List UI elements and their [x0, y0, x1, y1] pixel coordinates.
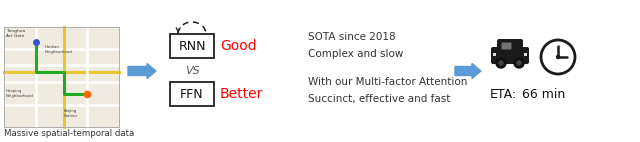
FancyArrow shape: [455, 63, 481, 79]
FancyBboxPatch shape: [502, 42, 511, 50]
Circle shape: [543, 41, 573, 73]
Circle shape: [514, 58, 524, 68]
Bar: [170, 34, 214, 58]
Text: FFN: FFN: [180, 87, 204, 101]
Bar: [4, 27, 119, 127]
Bar: [493, 53, 496, 56]
Circle shape: [499, 61, 503, 65]
Text: VS: VS: [184, 66, 200, 76]
Text: Beijing
Station: Beijing Station: [64, 109, 78, 118]
Circle shape: [517, 61, 521, 65]
Text: 66 min: 66 min: [522, 88, 565, 102]
Text: Massive spatial-temporal data: Massive spatial-temporal data: [4, 129, 134, 138]
Circle shape: [557, 56, 559, 59]
FancyArrow shape: [128, 63, 156, 79]
Circle shape: [496, 58, 506, 68]
Text: Good: Good: [220, 39, 257, 53]
FancyBboxPatch shape: [491, 47, 529, 64]
FancyBboxPatch shape: [497, 39, 523, 53]
Text: SOTA since 2018: SOTA since 2018: [308, 32, 396, 42]
Bar: [4, 27, 119, 127]
Text: ETA:: ETA:: [490, 88, 517, 102]
Text: Better: Better: [220, 87, 264, 101]
Bar: [524, 53, 527, 56]
Text: Haoping
Neighborhood: Haoping Neighborhood: [6, 89, 34, 98]
Text: With our Multi-factor Attention: With our Multi-factor Attention: [308, 77, 467, 87]
Bar: [170, 82, 214, 106]
Text: Succinct, effective and fast: Succinct, effective and fast: [308, 94, 451, 104]
Text: Complex and slow: Complex and slow: [308, 49, 403, 59]
Text: RNN: RNN: [179, 39, 205, 53]
Text: Tsinghua
Art Gate: Tsinghua Art Gate: [6, 29, 25, 38]
Text: Haidian
Neighborhood: Haidian Neighborhood: [44, 45, 72, 54]
